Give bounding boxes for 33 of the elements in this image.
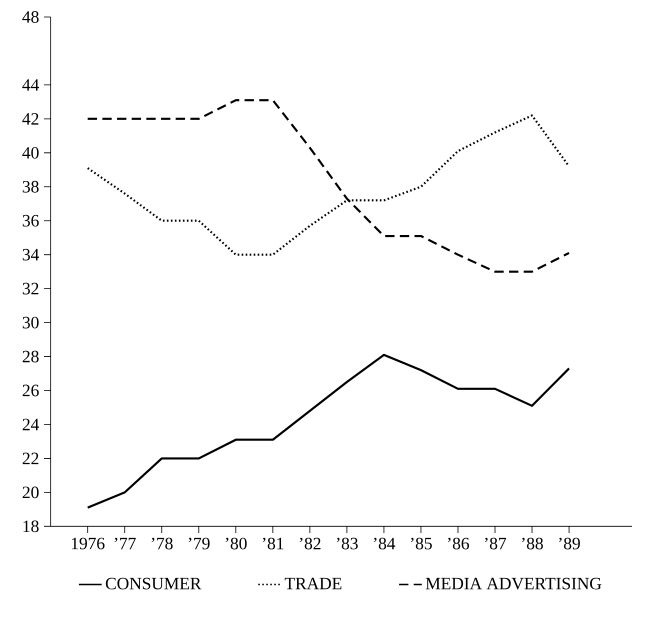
y-tick-label: 24 [22,418,40,430]
x-tick-label: ’86 [448,538,470,550]
y-tick-label: 32 [22,282,38,294]
y-tick-label: 26 [22,384,39,396]
y-tick-label: 30 [22,316,39,328]
legend-label: TRADE [284,578,342,590]
x-tick-label: ’78 [152,538,173,550]
y-tick-label: 34 [22,248,40,261]
x-tick-label: ’87 [484,538,506,550]
y-tick-label: 44 [22,79,40,91]
x-tick-label: ’85 [410,538,432,550]
x-tick-label: ’83 [336,538,358,550]
x-tick-label: ’81 [262,538,284,550]
x-tick-label: ’89 [559,538,580,550]
legend-label: CONSUMER [106,578,202,590]
x-tick-label: 1976 [72,538,105,550]
y-tick-label: 18 [23,520,39,532]
x-tick-label: ’84 [374,538,396,550]
y-tick-label: 38 [22,180,39,193]
y-tick-label: 48 [22,11,39,23]
y-tick-label: 40 [22,146,39,159]
y-tick-label: 22 [22,452,38,464]
y-tick-label: 28 [22,350,39,362]
line-series [86,354,570,509]
x-tick-label: ’88 [522,538,543,550]
x-tick-label: ’77 [114,538,136,550]
legend-label: MEDIA ADVERTISING [426,578,602,590]
x-tick-label: ’79 [188,538,210,550]
x-tick-label: ’82 [300,538,320,550]
y-tick-label: 42 [22,113,38,125]
y-tick-label: 20 [22,486,39,498]
x-tick-label: ’80 [226,538,247,550]
y-tick-label: 36 [22,214,39,227]
